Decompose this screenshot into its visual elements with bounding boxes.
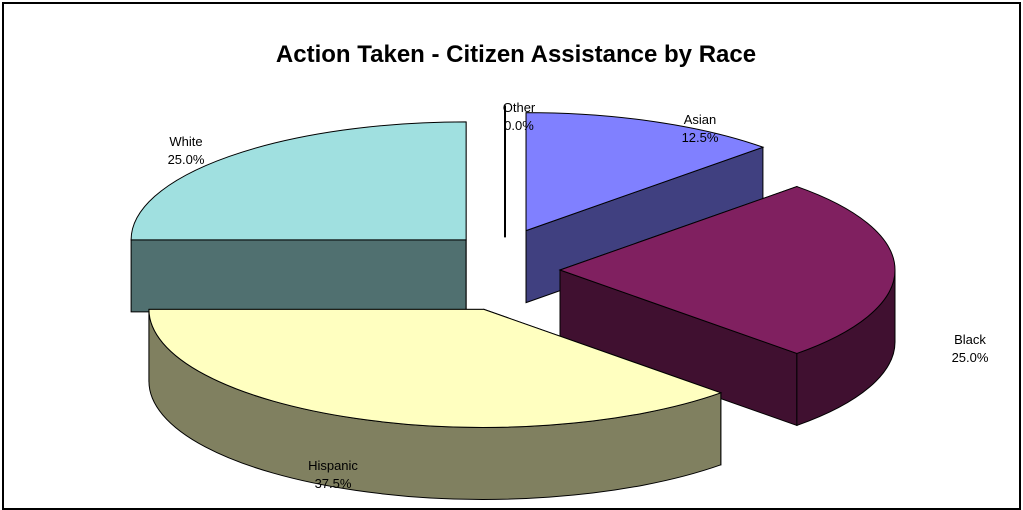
chart-title: Action Taken - Citizen Assistance by Rac… [276, 41, 756, 68]
slice-asian-top [525, 112, 765, 232]
slice-black [558, 185, 896, 427]
label-white-percent: 25.0% [168, 152, 205, 167]
label-hispanic: Hispanic [308, 458, 358, 473]
slice-black-top [558, 186, 896, 354]
label-asian-percent: 12.5% [682, 130, 719, 145]
label-white: White [169, 134, 202, 149]
slice-hispanic-top [148, 308, 723, 428]
label-black-percent: 25.0% [952, 350, 989, 365]
slice-white [130, 121, 467, 313]
slice-white-top [130, 121, 467, 241]
label-other-percent: 0.0% [504, 118, 534, 133]
label-asian: Asian [684, 112, 717, 127]
label-hispanic-percent: 37.5% [315, 476, 352, 491]
label-other: Other [503, 100, 536, 115]
slice-hispanic [148, 308, 723, 500]
slice-white-wall-0 [130, 239, 467, 313]
label-black: Black [954, 332, 986, 347]
